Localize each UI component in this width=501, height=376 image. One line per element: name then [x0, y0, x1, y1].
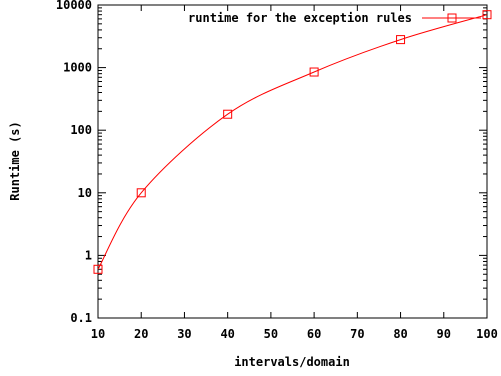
x-tick-label: 60	[307, 327, 321, 341]
data-point	[396, 35, 406, 45]
x-tick-label: 50	[264, 327, 278, 341]
y-tick-label: 100	[70, 123, 92, 137]
series-layer	[93, 10, 492, 274]
legend-label: runtime for the exception rules	[188, 11, 412, 25]
x-tick-label: 30	[177, 327, 191, 341]
x-tick-label: 40	[220, 327, 234, 341]
x-tick-label: 20	[134, 327, 148, 341]
y-tick-label: 10000	[56, 0, 92, 12]
legend: runtime for the exception rules	[188, 11, 481, 25]
x-axis-ticks: 10 20 30 40 50 60 70 80 90 100	[91, 5, 498, 341]
data-point	[309, 67, 319, 77]
data-point	[223, 109, 233, 119]
y-tick-label: 10	[78, 186, 92, 200]
y-tick-label: 0.1	[70, 311, 92, 325]
legend-marker	[447, 13, 457, 23]
x-axis-label: intervals/domain	[234, 355, 350, 369]
y-tick-label: 1000	[63, 61, 92, 75]
x-tick-label: 90	[437, 327, 451, 341]
data-point	[482, 10, 492, 20]
data-point	[136, 188, 146, 198]
series-line	[97, 14, 488, 270]
data-point	[93, 264, 103, 274]
x-tick-label: 80	[393, 327, 407, 341]
x-tick-label: 10	[91, 327, 105, 341]
x-tick-label: 100	[476, 327, 498, 341]
y-tick-label: 1	[85, 248, 92, 262]
plot-frame	[97, 4, 488, 319]
y-axis-ticks: 0.1 1 10 100 1000 10000	[56, 0, 487, 325]
y-axis-label: Runtime (s)	[8, 121, 22, 200]
x-tick-label: 70	[350, 327, 364, 341]
